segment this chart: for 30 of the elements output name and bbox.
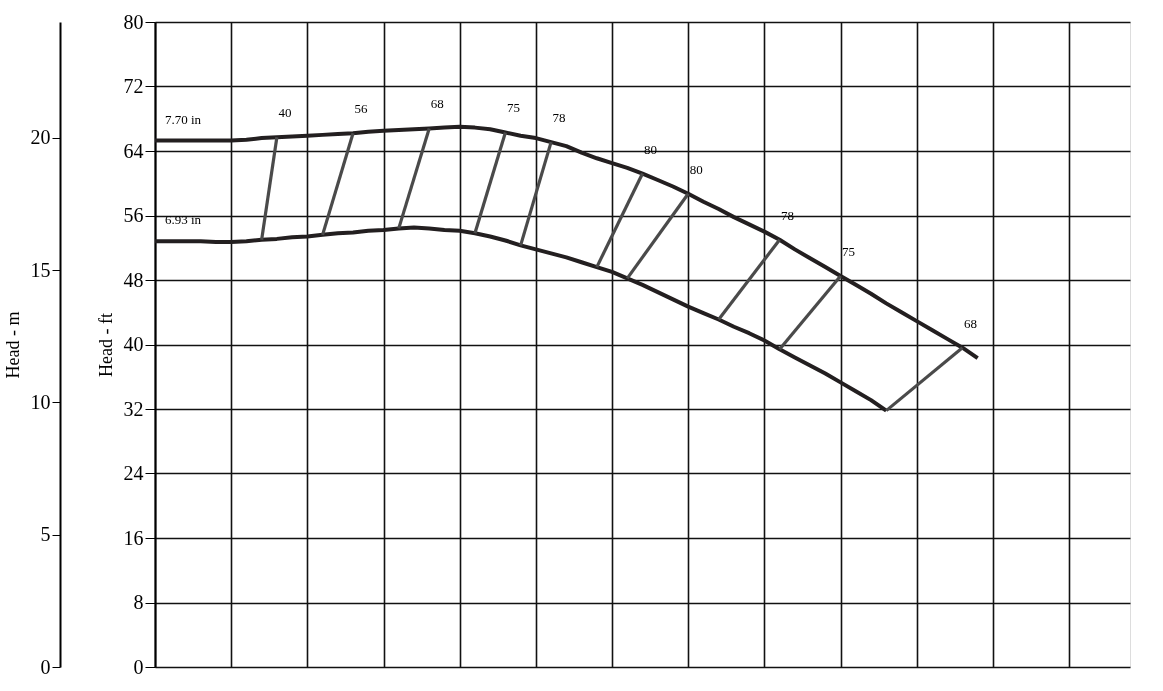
y-tick-label: 64	[123, 139, 144, 162]
series-label: 78	[552, 110, 566, 126]
series-label: 75	[506, 100, 520, 116]
series-label: 6.93 in	[165, 212, 202, 228]
series-label: 80	[689, 161, 703, 177]
y-tick-label: 32	[123, 397, 144, 420]
series-label: 75	[842, 243, 856, 259]
y-tick-label: 0	[133, 655, 144, 678]
y-tick-label: 48	[123, 268, 144, 291]
y-tick-label: 24	[123, 462, 144, 484]
series-label: 40	[278, 105, 292, 121]
y-axis-title: Head - ft	[95, 313, 116, 377]
series-label: 56	[354, 101, 369, 117]
y2-tick-label: 10	[30, 390, 51, 413]
y2-tick-label: 15	[30, 258, 51, 281]
y-tick-label: 40	[123, 333, 144, 355]
line-series	[153, 225, 889, 413]
y2-axis-title: Head - m	[2, 311, 23, 379]
series-label: 7.70 in	[165, 111, 202, 127]
series-label: 68	[430, 96, 444, 112]
y-tick-label: 8	[133, 591, 144, 613]
y-tick-label: 72	[123, 75, 144, 97]
line-series	[153, 124, 980, 361]
y-tick-label: 80	[123, 10, 144, 33]
y2-tick-label: 20	[30, 126, 51, 149]
series-label: 68	[963, 315, 977, 331]
y2-tick-label: 5	[40, 523, 51, 546]
y-tick-label: 56	[123, 204, 144, 226]
y-tick-label: 16	[123, 526, 144, 549]
y2-tick-label: 0	[40, 655, 51, 678]
